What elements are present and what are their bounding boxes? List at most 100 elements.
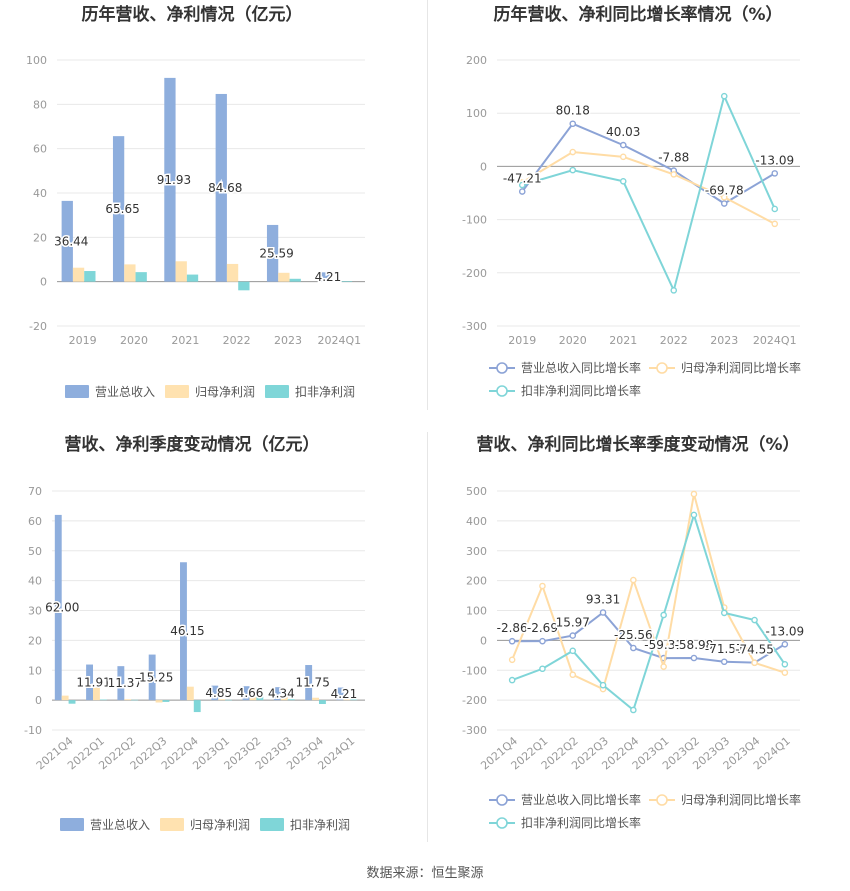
bar-deducted-profit [238, 281, 250, 291]
bar-revenue [86, 664, 94, 701]
legend-label: 扣非净利润同比增长率 [521, 383, 641, 398]
series-point [690, 490, 698, 498]
bar-net-profit [155, 700, 163, 703]
y-tick-label: 40 [28, 575, 42, 588]
bar-deducted-profit [84, 271, 96, 282]
y-tick-label: 0 [480, 160, 487, 173]
legend-label: 扣非净利润同比增长率 [521, 815, 641, 830]
bar-deducted-profit [287, 699, 295, 701]
series-point [630, 706, 637, 714]
chart-title: 历年营收、净利情况（亿元） [82, 4, 303, 25]
x-tick-label: 2020 [120, 334, 148, 347]
series-point [660, 663, 667, 670]
legend-marker [496, 362, 508, 374]
x-tick-label: 2023 [710, 334, 738, 347]
legend-label: 归母净利润 [190, 818, 250, 832]
series-point [781, 660, 789, 668]
panel-divider-top [427, 0, 428, 410]
bar-revenue [61, 200, 73, 282]
line-data-label: -69.78 [705, 184, 744, 198]
series-point [630, 644, 637, 652]
bar-net-profit [175, 261, 187, 282]
line-data-label: -13.09 [766, 624, 805, 638]
bar-data-label: 4.21 [315, 270, 342, 284]
line-data-label: -2.86 [497, 621, 528, 635]
legend-label: 扣非净利润 [290, 818, 350, 832]
line-data-label: -2.69 [527, 621, 558, 635]
series-point [619, 153, 627, 161]
line-data-label: 40.03 [606, 125, 640, 139]
x-tick-label: 2022 [223, 334, 251, 347]
bar-net-profit [226, 263, 239, 282]
x-tick-label: 2023 [274, 334, 302, 347]
bar-data-label: 11.91 [76, 675, 110, 689]
y-tick-label: -20 [29, 320, 47, 333]
y-tick-label: 50 [28, 545, 42, 558]
series-point [569, 148, 577, 156]
legend-marker [656, 362, 668, 374]
bar-net-profit [249, 697, 257, 701]
legend-label: 归母净利润同比增长率 [681, 792, 801, 807]
bar-data-label: 15.25 [139, 670, 173, 684]
series-point [539, 637, 546, 645]
series-point [508, 676, 516, 684]
series-point [569, 120, 577, 128]
bar-revenue [164, 77, 176, 282]
legend-marker [496, 385, 508, 397]
bar-deducted-profit [99, 699, 107, 701]
line-data-label: -13.09 [755, 153, 794, 167]
bar-revenue [112, 136, 125, 282]
chart-title: 营收、净利季度变动情况（亿元） [65, 434, 320, 455]
bar-revenue [318, 272, 330, 282]
bar-net-profit [218, 699, 226, 701]
series-point [599, 681, 607, 689]
bar-revenue [242, 686, 250, 701]
y-tick-label: 100 [26, 54, 47, 67]
legend-swatch [260, 818, 284, 831]
series-line-2 [511, 511, 786, 712]
y-tick-label: -200 [462, 267, 487, 280]
series-line-0 [512, 611, 786, 664]
bar-revenue [215, 93, 227, 282]
y-tick-label: 10 [28, 664, 42, 677]
line-data-label: 93.31 [586, 592, 620, 606]
x-tick-label: 2024Q1 [753, 334, 797, 347]
y-tick-label: 0 [35, 694, 42, 707]
series-point [539, 582, 546, 590]
bar-deducted-profit [225, 699, 232, 701]
series-point [720, 92, 728, 100]
series-point [599, 609, 607, 616]
bar-deducted-profit [340, 281, 353, 282]
y-tick-label: -300 [462, 724, 487, 737]
x-tick-label: 2022 [660, 334, 688, 347]
series-point [751, 616, 758, 624]
series-point [569, 671, 577, 679]
y-tick-label: -10 [24, 724, 42, 737]
bar-deducted-profit [131, 699, 139, 701]
bar-data-label: 65.65 [105, 202, 139, 216]
y-tick-label: -300 [462, 320, 487, 333]
bar-deducted-profit [68, 700, 76, 704]
bar-net-profit [93, 686, 100, 701]
y-tick-label: 0 [480, 634, 487, 647]
series-point [781, 669, 789, 676]
bar-data-label: 84.68 [208, 181, 242, 195]
series-point [630, 576, 637, 584]
bar-revenue [273, 687, 281, 701]
y-tick-label: 20 [28, 634, 42, 647]
y-tick-label: 400 [466, 515, 487, 528]
y-tick-label: 80 [33, 98, 47, 111]
bar-deducted-profit [193, 700, 201, 713]
panel-divider-bottom [427, 432, 428, 842]
x-tick-label: 2019 [69, 334, 97, 347]
line-data-label: -71.57 [705, 642, 744, 656]
series-point [539, 665, 546, 673]
bar-deducted-profit [350, 699, 358, 701]
legend-label: 营业总收入同比增长率 [521, 792, 641, 807]
x-tick-label: 2021 [609, 334, 637, 347]
y-tick-label: 60 [33, 143, 47, 156]
line-data-label: -58.98 [675, 638, 714, 652]
legend-label: 归母净利润 [195, 385, 255, 399]
data-source-text: 数据来源：恒生聚源 [366, 866, 484, 881]
y-tick-label: -100 [462, 214, 487, 227]
